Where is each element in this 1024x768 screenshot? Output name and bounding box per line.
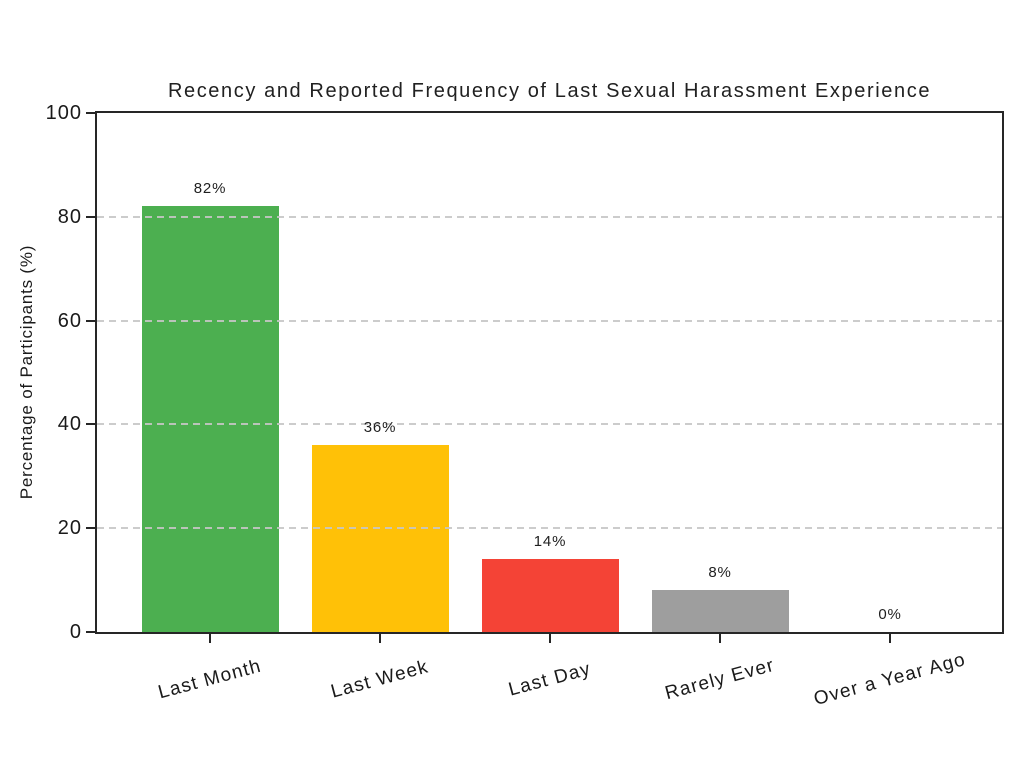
gridline-20 (97, 527, 1002, 530)
x-tick-label-over-a-year-ago: Over a Year Ago (811, 649, 969, 710)
bar-last-month (141, 206, 279, 632)
y-tick-mark-0 (86, 631, 95, 633)
x-tick-mark-rarely-ever (719, 634, 721, 643)
x-tick-mark-last-week (379, 634, 381, 643)
y-tick-label-20: 20 (57, 517, 82, 540)
y-tick-mark-40 (86, 423, 95, 426)
y-tick-label-100: 100 (45, 102, 82, 124)
gridline-40 (97, 423, 1002, 426)
y-tick-label-40: 40 (57, 413, 82, 436)
bar-value-label-over-a-year-ago: 0% (878, 606, 902, 623)
bar-last-week (311, 445, 449, 632)
chart-title: Recency and Reported Frequency of Last S… (167, 80, 932, 102)
y-tick-label-60: 60 (57, 309, 82, 332)
plot-area: 82% 36% 14% 8% 0% (97, 113, 1002, 632)
y-tick-mark-60 (86, 319, 95, 322)
bar-value-label-rarely-ever: 8% (708, 564, 732, 582)
bar-last-day (481, 559, 619, 632)
bar-value-label-last-month: 82% (193, 180, 227, 198)
y-tick-mark-80 (86, 215, 95, 218)
bar-value-label-last-week: 36% (363, 419, 397, 437)
y-axis-label: Percentage of Participants (%) (17, 244, 36, 500)
bar-value-label-last-day: 14% (533, 533, 567, 551)
x-tick-label-last-day: Last Day (506, 658, 594, 701)
x-tick-label-last-month: Last Month (155, 655, 264, 704)
x-tick-label-rarely-ever: Rarely Ever (662, 654, 777, 705)
y-tick-mark-100 (86, 112, 95, 114)
y-tick-mark-20 (86, 527, 95, 530)
y-tick-label-80: 80 (57, 205, 82, 228)
y-tick-label-0: 0 (69, 621, 82, 643)
x-tick-mark-last-day (549, 634, 551, 643)
gridline-80 (97, 215, 1002, 218)
x-tick-label-last-week: Last Week (328, 656, 431, 703)
gridline-60 (97, 319, 1002, 322)
x-tick-mark-over-a-year-ago (889, 634, 891, 643)
x-tick-mark-last-month (209, 634, 211, 643)
bar-rarely-ever (651, 590, 789, 632)
